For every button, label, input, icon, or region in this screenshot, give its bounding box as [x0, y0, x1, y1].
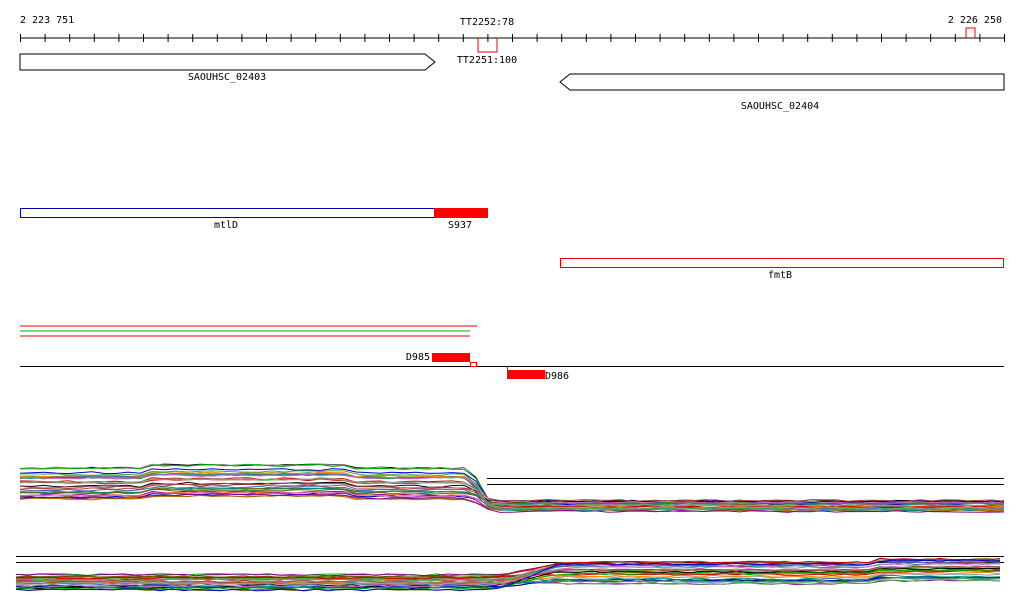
- ruler: 2 223 751 2 226 250 TT2252:78 TT2251:100: [20, 15, 1005, 66]
- expression-line: [15, 563, 1001, 588]
- expression-line: [15, 576, 1001, 586]
- ruler-end: 2 226 250: [948, 15, 1002, 26]
- gene-label: SAOUHSC_02403: [188, 72, 266, 83]
- expression-line: [19, 493, 1005, 513]
- ruler-start: 2 223 751: [20, 15, 74, 26]
- expression-tracks: [15, 463, 1005, 592]
- expression-line: [15, 570, 1001, 579]
- operons: mtlD S937 fmtB: [20, 208, 1004, 281]
- operon-label: mtlD: [214, 220, 238, 231]
- segment-box: [470, 362, 477, 367]
- segment-box: [507, 370, 545, 379]
- genes: SAOUHSC_02403 SAOUHSC_02404: [19, 53, 1005, 112]
- operon-box: [20, 208, 435, 218]
- expression-line: [19, 470, 1005, 511]
- transcripts: D985 D986: [20, 325, 1004, 382]
- gene-arrow: [19, 53, 436, 71]
- operon-box: [560, 258, 1004, 268]
- operon-label: fmtB: [768, 270, 792, 281]
- expression-line: [15, 559, 1001, 592]
- expression-line: [19, 471, 1005, 504]
- expression-line: [15, 574, 1001, 589]
- expression-line: [19, 473, 1005, 504]
- segment-label: D985: [406, 352, 430, 363]
- expression-line: [15, 569, 1000, 590]
- terminator-label: TT2252:78: [460, 17, 514, 28]
- gene-label: SAOUHSC_02404: [741, 101, 819, 112]
- expression-line: [19, 482, 1005, 502]
- expression-line: [15, 557, 1001, 580]
- expression-line: [19, 477, 1005, 510]
- segment-label: S937: [448, 220, 472, 231]
- terminator: [477, 38, 498, 53]
- segment-label: D986: [545, 371, 569, 382]
- gene-arrow: [559, 73, 1005, 91]
- terminator: [965, 27, 976, 38]
- segment-box: [432, 353, 470, 362]
- ruler-ticks: [20, 34, 1005, 42]
- expression-line: [19, 488, 1005, 505]
- segment-box: [434, 208, 488, 218]
- terminator-label: TT2251:100: [457, 55, 517, 66]
